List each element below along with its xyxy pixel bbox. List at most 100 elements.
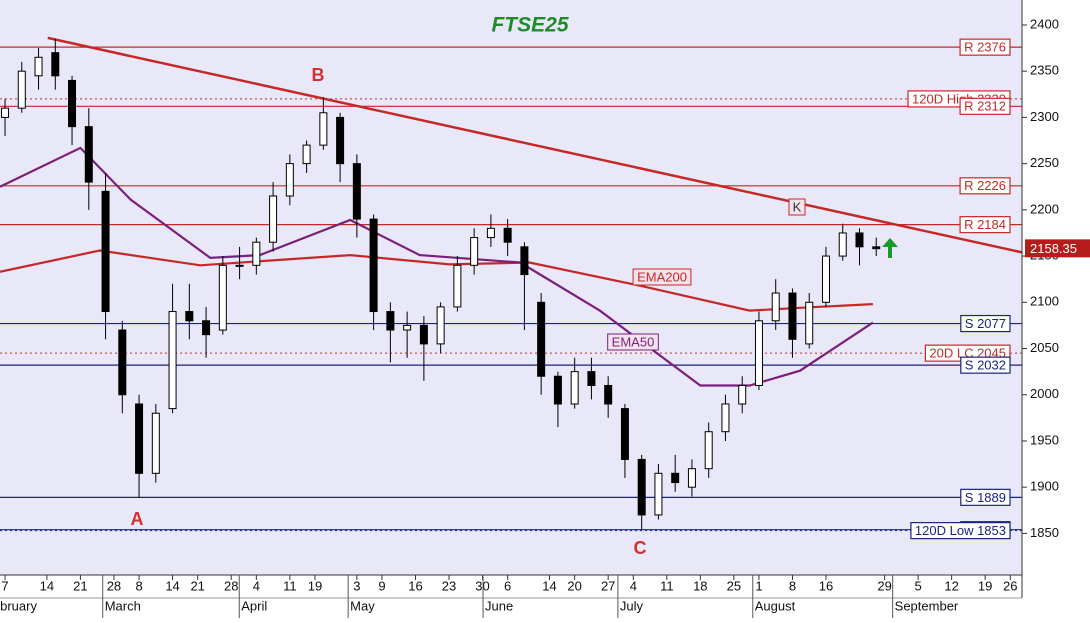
candle-body [369, 218, 378, 313]
month-label: June [485, 598, 513, 613]
candle-body [135, 403, 144, 474]
x-tick-label: 16 [819, 578, 833, 593]
x-tick-label: 3 [353, 578, 360, 593]
level-label-box [960, 488, 1011, 506]
x-tick-label: 14 [165, 578, 179, 593]
trendline [47, 36, 1022, 254]
candle-body [386, 311, 395, 331]
candle-body [68, 79, 77, 128]
plot-area [0, 0, 1022, 575]
candle-body [486, 227, 495, 239]
y-tick-label: 2250 [1030, 155, 1059, 170]
candle-body [151, 412, 160, 474]
x-tick-label: 8 [135, 578, 142, 593]
level-label: R 2184 [959, 216, 1011, 234]
y-tick-label: 2400 [1030, 16, 1059, 31]
candle-body [235, 264, 244, 267]
candle-body [771, 292, 780, 322]
x-tick-label: 23 [442, 578, 456, 593]
x-tick-label: 6 [504, 578, 511, 593]
candle-body [1, 107, 10, 118]
level-label-box [910, 522, 1011, 540]
month-label: April [241, 598, 267, 613]
x-tick-label: 11 [660, 578, 674, 593]
candle-body [620, 408, 629, 460]
candle-body [470, 237, 479, 266]
level-label: S 2077 [960, 314, 1011, 333]
candle-body [319, 112, 328, 146]
candle-body [570, 371, 579, 405]
x-tick-label: 26 [1003, 578, 1017, 593]
level-label-box [959, 177, 1011, 195]
month-label: February [0, 598, 37, 613]
candle-body [738, 384, 747, 405]
candle-body [168, 311, 177, 410]
candle-body [285, 163, 294, 197]
x-tick-label: 29 [877, 578, 891, 593]
x-tick-label: 28 [107, 578, 121, 593]
level-label-text: R 2312 [964, 99, 1006, 114]
x-tick-label: 19 [308, 578, 322, 593]
series-label: EMA200 [637, 269, 687, 284]
x-tick-label: 9 [378, 578, 385, 593]
level-label-box [959, 97, 1011, 115]
y-tick-label: 2050 [1030, 340, 1059, 355]
candle-body [838, 232, 847, 257]
candle-body [17, 70, 26, 109]
x-tick-label: 7 [1, 578, 8, 593]
level-label-box [959, 38, 1011, 56]
candle-body [84, 126, 93, 183]
candle-body [553, 375, 562, 405]
x-tick-label: 21 [73, 578, 87, 593]
candle-body [704, 431, 713, 470]
candle-body [654, 472, 663, 516]
level-label: 120D Low 1853 [910, 522, 1011, 540]
candle-body [805, 301, 814, 345]
series-label-box [632, 268, 692, 286]
series-label: EMA50 [612, 334, 655, 349]
level-label-text: S 2077 [965, 316, 1006, 331]
x-tick-label: 18 [693, 578, 707, 593]
candle-body [604, 384, 613, 405]
month-label: September [895, 598, 959, 613]
candle-body [872, 246, 881, 250]
candle-body [302, 144, 311, 165]
annotation: C [634, 538, 647, 558]
y-tick-label: 2300 [1030, 109, 1059, 124]
x-tick-label: 5 [915, 578, 922, 593]
candle-body [520, 246, 529, 276]
x-tick-label: 21 [190, 578, 204, 593]
candle-body [821, 255, 830, 303]
candle-body [252, 241, 261, 266]
candle-body [537, 301, 546, 377]
month-label: March [105, 598, 141, 613]
annotation: K [793, 199, 802, 214]
x-tick-label: 28 [224, 578, 238, 593]
level-label: S 1889 [960, 488, 1011, 506]
candle-body [336, 116, 345, 165]
candle-body [721, 403, 730, 433]
level-label-text: S 1889 [965, 490, 1006, 505]
month-label: August [755, 598, 796, 613]
candle-body [436, 306, 445, 345]
x-tick-label: 20 [567, 578, 581, 593]
x-tick-label: 14 [40, 578, 54, 593]
annotation: B [312, 65, 325, 85]
level-label-box [960, 356, 1011, 374]
level-label-text: R 2226 [964, 178, 1006, 193]
y-tick-label: 1850 [1030, 525, 1059, 540]
candle-body [218, 264, 227, 331]
x-tick-label: 12 [944, 578, 958, 593]
ema-line [0, 146, 874, 387]
candle-body [403, 324, 412, 331]
x-tick-label: 11 [283, 578, 297, 593]
y-tick-label: 2350 [1030, 63, 1059, 78]
candle-body [453, 264, 462, 308]
y-tick-label: 2200 [1030, 201, 1059, 216]
y-tick-label: 1900 [1030, 479, 1059, 494]
level-label-text: 120D Low 1853 [915, 523, 1006, 538]
last-price-label: 2158.35 [1030, 241, 1077, 256]
x-tick-label: 14 [542, 578, 556, 593]
x-tick-label: 1 [755, 578, 762, 593]
